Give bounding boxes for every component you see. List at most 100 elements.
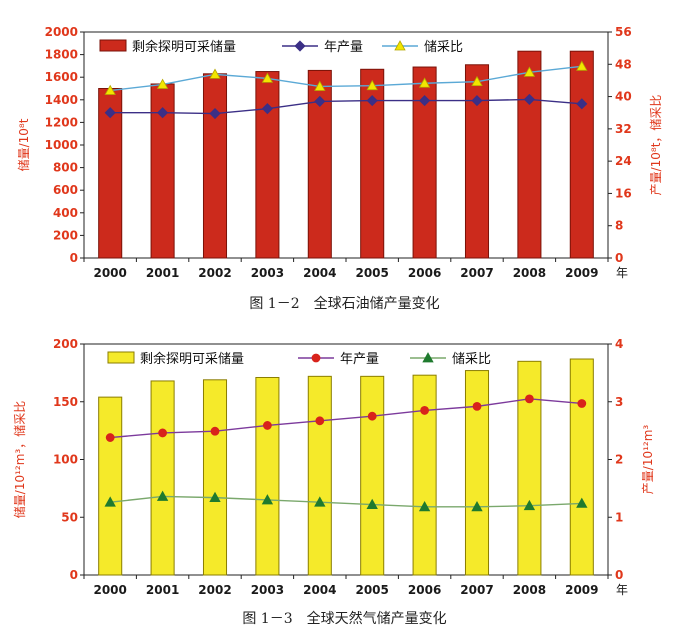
left-axis-tick-label: 150 bbox=[53, 395, 78, 409]
point-annual-production bbox=[419, 95, 431, 107]
bar-reserves bbox=[412, 374, 437, 576]
right-axis-tick-label: 8 bbox=[615, 219, 623, 233]
bar-reserves bbox=[412, 66, 437, 259]
left-axis-tick-label: 2000 bbox=[45, 25, 78, 39]
point-storage-ratio bbox=[576, 497, 588, 508]
right-axis-title: 产量/10⁸t，储采比 bbox=[648, 95, 663, 196]
right-axis-tick-label: 0 bbox=[615, 251, 623, 265]
left-axis-tick-label: 0 bbox=[70, 568, 78, 582]
point-annual-production bbox=[525, 394, 534, 404]
point-storage-ratio bbox=[418, 501, 431, 512]
right-axis-tick-label: 0 bbox=[615, 568, 623, 582]
point-annual-production bbox=[472, 401, 482, 411]
point-storage-ratio bbox=[366, 498, 378, 509]
point-storage-ratio bbox=[523, 66, 536, 77]
x-axis-tick-label: 2006 bbox=[408, 266, 441, 280]
right-axis-title: 产量/10¹²m³ bbox=[641, 425, 655, 495]
legend-label-ratio: 储采比 bbox=[424, 40, 463, 55]
point-annual-production bbox=[157, 107, 169, 119]
bar-reserves bbox=[464, 370, 490, 576]
point-annual-production bbox=[471, 95, 483, 107]
x-axis-tick-label: 2002 bbox=[198, 266, 231, 280]
oil-chart: 0 200 400 600 800 1000 1200 1400 1600 1800 2000 0 8 1… bbox=[16, 25, 663, 280]
point-storage-ratio bbox=[523, 499, 536, 511]
x-axis-tick-label: 2007 bbox=[460, 266, 493, 280]
left-axis-tick-label: 50 bbox=[61, 510, 78, 524]
point-storage-ratio bbox=[314, 496, 326, 507]
point-annual-production bbox=[420, 406, 430, 415]
legend-label-production: 年产量 bbox=[324, 40, 363, 55]
bar-reserves bbox=[202, 73, 228, 259]
oil-chart-caption: 图 1－2 全球石油储产量变化 bbox=[249, 296, 440, 312]
right-axis-tick-label: 4 bbox=[615, 337, 623, 351]
point-storage-ratio bbox=[209, 68, 221, 79]
line-annual-production bbox=[110, 98, 582, 115]
right-axis-tick-label: 16 bbox=[615, 186, 632, 200]
point-annual-production bbox=[158, 428, 168, 438]
line-storage-ratio bbox=[110, 495, 582, 508]
point-annual-production bbox=[523, 93, 535, 105]
point-annual-production bbox=[209, 107, 221, 120]
left-axis-tick-label: 100 bbox=[53, 453, 78, 467]
line-annual-production bbox=[110, 398, 582, 439]
left-axis-tick-label: 600 bbox=[53, 183, 78, 197]
point-annual-production bbox=[577, 399, 587, 408]
bar-reserves bbox=[255, 71, 280, 259]
bar-reserves bbox=[569, 50, 594, 259]
point-storage-ratio bbox=[104, 496, 116, 507]
x-axis-tick-label: 2003 bbox=[251, 266, 284, 280]
legend-label-reserves: 剩余探明可采储量 bbox=[140, 351, 244, 367]
point-storage-ratio bbox=[314, 80, 326, 91]
x-axis-unit: 年 bbox=[616, 266, 628, 280]
legend-label-production: 年产量 bbox=[340, 352, 379, 367]
right-axis-tick-label: 24 bbox=[615, 154, 632, 168]
left-axis-tick-label: 800 bbox=[53, 161, 78, 175]
x-axis-tick-label: 2006 bbox=[408, 583, 441, 597]
x-axis-tick-label: 2004 bbox=[303, 266, 336, 280]
point-annual-production bbox=[367, 411, 377, 421]
point-storage-ratio bbox=[366, 79, 378, 91]
left-axis-tick-label: 1400 bbox=[45, 93, 78, 107]
bar-reserves bbox=[464, 64, 490, 259]
right-axis-tick-label: 56 bbox=[615, 25, 632, 39]
left-axis-tick-label: 1800 bbox=[45, 48, 78, 62]
point-annual-production bbox=[315, 416, 325, 426]
point-annual-production bbox=[261, 103, 273, 115]
x-axis-tick-label: 2000 bbox=[93, 583, 126, 597]
right-axis-tick-label: 32 bbox=[615, 122, 632, 136]
point-storage-ratio bbox=[261, 72, 274, 83]
point-annual-production bbox=[366, 95, 378, 107]
x-axis-tick-label: 2005 bbox=[355, 583, 388, 597]
left-axis-tick-label: 1200 bbox=[45, 115, 78, 129]
right-axis-tick-label: 40 bbox=[615, 90, 632, 104]
legend-label-ratio: 储采比 bbox=[452, 352, 491, 367]
point-storage-ratio bbox=[104, 84, 116, 95]
point-storage-ratio bbox=[471, 75, 483, 87]
left-axis-tick-label: 0 bbox=[70, 251, 78, 265]
bar-reserves bbox=[307, 69, 332, 259]
left-axis-tick-label: 200 bbox=[53, 228, 78, 242]
bar-reserves bbox=[360, 375, 385, 576]
point-storage-ratio bbox=[156, 78, 169, 89]
point-storage-ratio bbox=[156, 490, 169, 501]
right-axis-tick-label: 1 bbox=[615, 510, 623, 524]
right-axis-tick-label: 2 bbox=[615, 453, 623, 467]
x-axis-tick-label: 2008 bbox=[513, 266, 546, 280]
point-annual-production bbox=[314, 95, 326, 107]
gas-chart-caption: 图 1－3 全球天然气储产量变化 bbox=[242, 611, 447, 627]
bar-reserves bbox=[98, 396, 123, 576]
point-annual-production bbox=[105, 433, 115, 442]
point-annual-production bbox=[210, 426, 220, 436]
x-axis-tick-label: 2000 bbox=[93, 266, 126, 280]
left-axis-title: 储量/10¹²m³，储采比 bbox=[12, 401, 27, 518]
x-axis-tick-label: 2001 bbox=[146, 266, 179, 280]
legend-marker-ratio bbox=[394, 40, 406, 51]
legend-swatch-reserves bbox=[107, 351, 135, 364]
x-axis-tick-label: 2002 bbox=[198, 583, 231, 597]
x-axis-tick-label: 2007 bbox=[460, 583, 493, 597]
x-axis-tick-label: 2001 bbox=[146, 583, 179, 597]
legend-marker-production bbox=[311, 353, 321, 363]
point-storage-ratio bbox=[261, 494, 274, 505]
